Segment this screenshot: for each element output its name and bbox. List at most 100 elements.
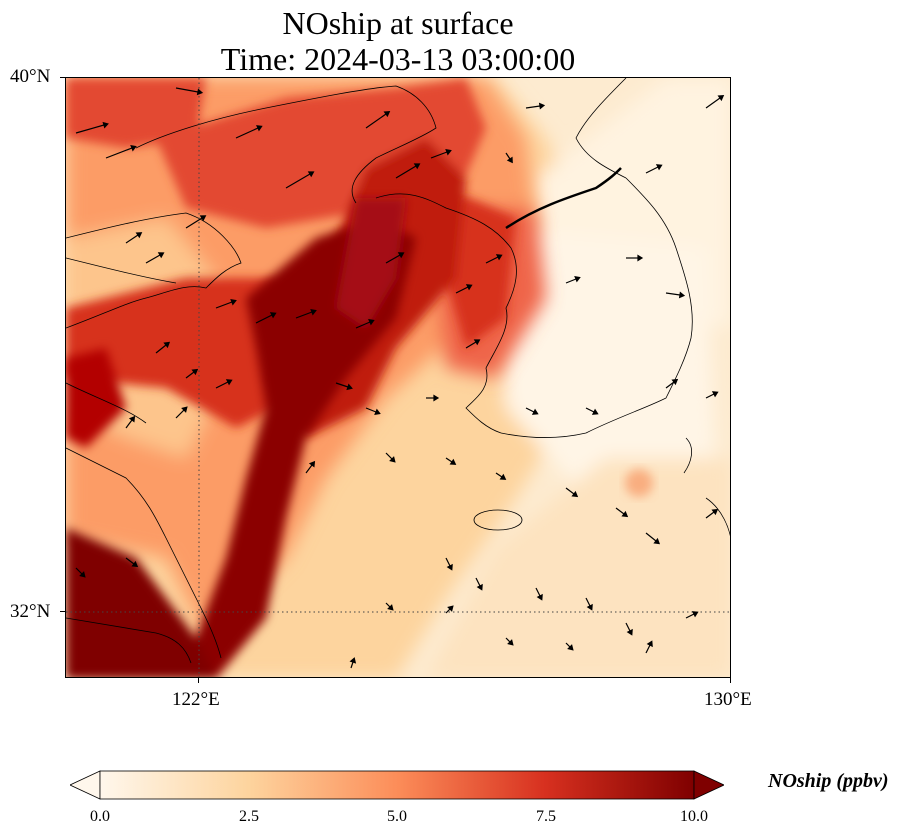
wind-arrow-shaft xyxy=(565,487,575,495)
map-title: NOship at surface xyxy=(282,5,514,41)
wind-arrow-head xyxy=(465,284,473,291)
wind-arrow-head xyxy=(397,252,405,259)
wind-arrow-head xyxy=(637,254,644,262)
wind-arrow-head xyxy=(196,88,204,96)
province-border-2 xyxy=(66,382,147,424)
wind-arrow-head xyxy=(574,276,581,283)
wind-arrow-shaft xyxy=(215,381,229,389)
wind-arrow-shaft xyxy=(385,602,391,608)
wind-arrow-head xyxy=(163,341,171,349)
wind-arrow-head xyxy=(225,379,233,386)
wind-arrow-head xyxy=(191,368,199,376)
wind-arrow-head xyxy=(446,563,453,571)
jeju-island xyxy=(473,509,523,531)
wind-arrow-head xyxy=(538,102,546,110)
wind-arrow-shaft xyxy=(625,622,631,632)
wind-arrow-head xyxy=(349,657,357,664)
wind-arrow-shaft xyxy=(175,87,199,93)
hotspot xyxy=(625,469,653,497)
wind-arrow-shaft xyxy=(215,301,233,309)
colorbar-tick-0: 0.0 xyxy=(90,808,110,825)
wind-arrow-shaft xyxy=(430,151,448,159)
colorbar-extend-min xyxy=(70,770,101,800)
wind-arrow-shaft xyxy=(295,311,313,319)
wind-arrow-shaft xyxy=(335,382,349,388)
wind-arrow-shaft xyxy=(175,409,185,419)
lat-tick-label-40: 40°N xyxy=(10,66,51,87)
wind-arrow-shaft xyxy=(525,105,541,109)
wind-arrow-shaft xyxy=(475,577,481,587)
wind-arrow-shaft xyxy=(465,341,477,349)
province-border-1 xyxy=(66,257,177,284)
wind-arrow-shaft xyxy=(365,113,387,129)
wind-arrow-shaft xyxy=(445,608,451,614)
wind-arrow-head xyxy=(157,252,165,259)
wind-arrow-shaft xyxy=(585,597,591,607)
wind-arrow-head xyxy=(128,415,136,423)
wind-arrow-head xyxy=(135,232,143,239)
wind-arrow-head xyxy=(567,644,574,651)
lon-tick-130 xyxy=(730,678,731,683)
wind-arrow-head xyxy=(506,156,513,164)
wind-arrow-shaft xyxy=(505,152,511,160)
wind-arrow-head xyxy=(387,604,394,611)
wind-arrow-shaft xyxy=(665,292,681,296)
wind-arrow-head xyxy=(653,537,661,545)
wind-arrow-shaft xyxy=(185,371,195,379)
wind-arrow-head xyxy=(586,603,593,611)
lat-tick-label-32: 32°N xyxy=(10,601,51,622)
wind-arrow-shaft xyxy=(505,637,511,643)
wind-arrow-head xyxy=(536,593,543,601)
bohai-coast xyxy=(135,85,437,204)
wind-arrow-shaft xyxy=(365,407,377,413)
wind-arrow-shaft xyxy=(535,587,541,597)
wind-arrow-head xyxy=(495,254,503,261)
wind-arrow-head xyxy=(626,628,633,636)
wind-arrow-shaft xyxy=(125,234,139,244)
korea-north-east-coast xyxy=(575,78,627,179)
shandong-coast xyxy=(66,212,242,329)
wind-arrow-shaft xyxy=(585,407,595,413)
tsushima-island xyxy=(683,437,693,474)
wind-arrow-head xyxy=(389,456,396,463)
wind-arrow-head xyxy=(571,490,579,498)
wind-arrow-head xyxy=(310,308,317,316)
colorbar xyxy=(70,770,724,800)
wind-arrow-shaft xyxy=(145,254,161,264)
wind-arrow-head xyxy=(473,339,481,346)
wind-arrow-shaft xyxy=(75,567,83,575)
wind-arrow-head xyxy=(711,391,719,398)
wind-arrow-shaft xyxy=(350,661,354,669)
lat-tick-40 xyxy=(60,77,65,78)
wind-arrow-head xyxy=(691,611,699,618)
wind-arrow-shaft xyxy=(355,321,371,329)
wind-arrow-shaft xyxy=(685,613,695,619)
korea-border xyxy=(505,167,622,230)
wind-arrow-shaft xyxy=(665,381,675,389)
coastlines xyxy=(66,78,730,664)
wind-arrow-head xyxy=(181,406,188,413)
wind-arrow-head xyxy=(507,639,514,646)
wind-arrow-shaft xyxy=(645,644,651,654)
lon-tick-label-122: 122°E xyxy=(172,689,220,710)
wind-arrow-head xyxy=(655,164,663,171)
lon-tick-label-130: 130°E xyxy=(704,689,752,710)
wind-arrow-shaft xyxy=(385,254,401,264)
colorbar-tick-4: 10.0 xyxy=(680,808,708,825)
wind-arrow-shaft xyxy=(705,511,715,519)
wind-arrow-shaft xyxy=(565,642,571,648)
wind-arrow-head xyxy=(413,163,421,170)
wind-arrow-head xyxy=(646,640,653,648)
wind-arrow-shaft xyxy=(455,286,469,294)
wind-arrow-head xyxy=(621,510,629,518)
yangtze-estuary xyxy=(66,617,192,664)
wind-arrow-head xyxy=(130,144,137,152)
wind-arrow-head xyxy=(131,560,139,568)
wind-arrow-shaft xyxy=(445,457,453,463)
korea-south-east-coast xyxy=(500,177,693,438)
concentration-map xyxy=(66,78,730,677)
wind-arrow-shaft xyxy=(485,256,499,264)
wind-arrow-head xyxy=(308,460,316,468)
wind-arrow-head xyxy=(476,583,483,591)
wind-arrow-head xyxy=(269,312,277,319)
